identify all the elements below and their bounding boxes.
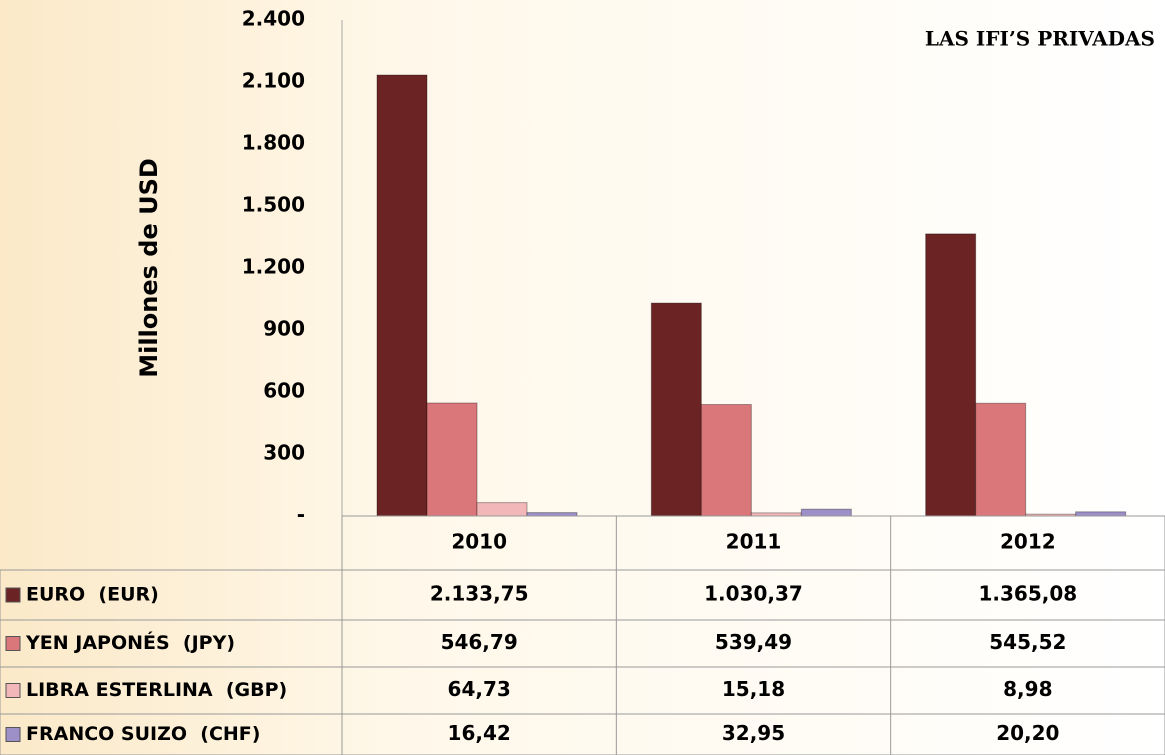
bar <box>1075 511 1127 517</box>
legend-swatch <box>5 727 21 742</box>
data-label: 1.030,37 <box>704 582 803 606</box>
y-tick-label: 600 <box>263 379 305 403</box>
legend-swatch <box>5 683 21 698</box>
legend-swatch <box>5 636 21 651</box>
data-label: 8,98 <box>1003 677 1052 701</box>
bar <box>526 512 578 517</box>
data-label: 539,49 <box>715 630 792 654</box>
data-label: 546,79 <box>441 630 518 654</box>
x-tick-label: 2012 <box>1000 530 1056 554</box>
y-axis-label: Millones de USD <box>135 158 163 378</box>
legend-label: YEN JAPONÉS (JPY) <box>25 631 235 654</box>
data-label: 64,73 <box>448 677 511 701</box>
x-tick-label: 2011 <box>726 530 782 554</box>
chart-title: LAS IFI’S PRIVADAS <box>925 27 1155 51</box>
y-tick-label: 1.200 <box>242 255 305 279</box>
bar <box>925 233 977 517</box>
legend-swatch <box>5 587 21 603</box>
bar <box>476 502 528 517</box>
bar <box>376 74 428 517</box>
y-tick-label: 1.500 <box>242 193 305 217</box>
bar <box>700 404 752 517</box>
bar <box>975 402 1027 517</box>
bar <box>650 302 702 517</box>
data-label: 2.133,75 <box>430 582 529 606</box>
data-label: 16,42 <box>448 721 511 745</box>
data-label: 1.365,08 <box>978 582 1077 606</box>
y-tick-label: 1.800 <box>242 131 305 155</box>
bar <box>800 508 852 517</box>
x-tick-label: 2010 <box>451 530 507 554</box>
y-tick-label: 2.100 <box>242 69 305 93</box>
legend-label: FRANCO SUIZO (CHF) <box>26 723 260 745</box>
y-tick-label: - <box>297 503 305 527</box>
data-label: 20,20 <box>996 721 1059 745</box>
y-tick-label: 2.400 <box>242 7 305 31</box>
y-tick-label: 300 <box>263 441 305 465</box>
bar <box>426 402 478 517</box>
legend-label: EURO (EUR) <box>26 584 159 606</box>
y-tick-label: 900 <box>263 317 305 341</box>
data-label: 32,95 <box>722 721 785 745</box>
data-label: 15,18 <box>722 677 785 701</box>
legend-label: LIBRA ESTERLINA (GBP) <box>26 679 287 701</box>
data-label: 545,52 <box>989 630 1066 654</box>
